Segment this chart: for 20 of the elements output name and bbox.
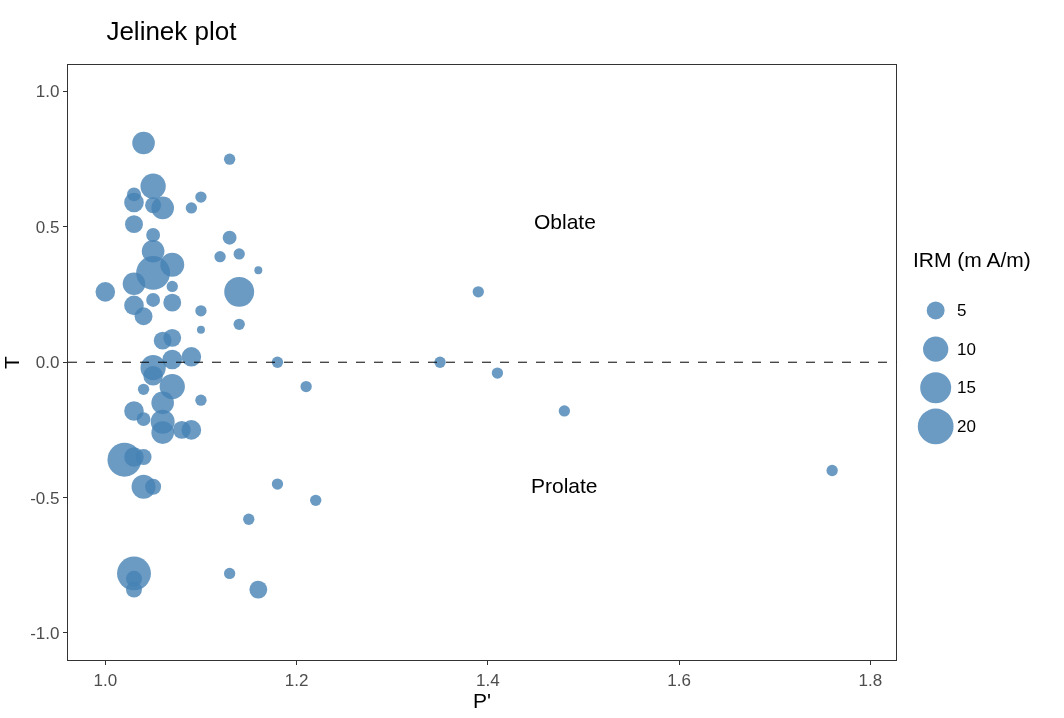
y-axis-title: T <box>0 355 23 369</box>
x-tick-label: 1.4 <box>476 670 500 690</box>
x-tick-label: 1.2 <box>284 670 309 690</box>
y-tick-label: -1.0 <box>30 623 60 643</box>
legend-label: 10 <box>957 340 976 359</box>
x-axis-title: P' <box>473 689 492 713</box>
annotation: Oblate <box>534 210 596 233</box>
chart-title: Jelinek plot <box>106 15 238 46</box>
legend-label: 5 <box>957 301 967 320</box>
annotation: Prolate <box>531 474 598 497</box>
legend-label: 15 <box>957 378 976 397</box>
x-tick-label: 1.6 <box>667 670 691 690</box>
y-tick-label: 1.0 <box>35 82 60 102</box>
legend-label: 20 <box>957 417 976 436</box>
x-tick-label: 1.0 <box>93 670 118 690</box>
y-tick-label: 0.5 <box>35 217 60 237</box>
y-tick-label: -0.5 <box>30 488 60 508</box>
legend-title: IRM (m A/m) <box>913 248 1031 271</box>
x-tick-label: 1.8 <box>858 670 883 690</box>
y-tick-label: 0.0 <box>35 353 60 373</box>
